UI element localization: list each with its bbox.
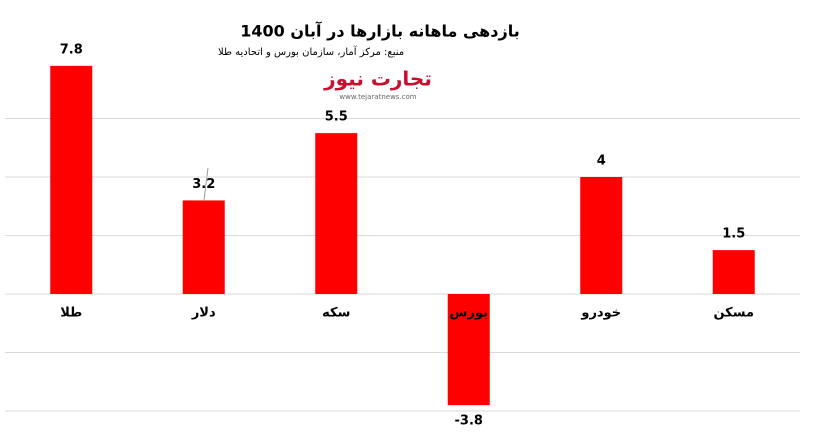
x-tick-label: طلا [60, 306, 82, 321]
source-note: منبع: مرکز آمار، سازمان بورس و اتحادیه ط… [218, 45, 404, 58]
value-label: 5.5 [325, 110, 348, 125]
value-label: 3.2 [192, 177, 215, 192]
value-label: 4 [597, 154, 606, 169]
leader-line [203, 167, 209, 201]
value-label: 7.8 [60, 42, 83, 57]
x-tick-label: مسکن [713, 306, 754, 321]
x-tick-label: بورس [450, 306, 488, 321]
chart-title: بازدهی ماهانه بازارها در آبان 1400 [240, 21, 519, 41]
logo-name: تجارت نیوز [323, 67, 432, 91]
value-label: -3.8 [455, 414, 483, 429]
bar [315, 133, 358, 294]
logo-url: www.tejaratnews.com [339, 93, 416, 101]
bar [182, 200, 225, 294]
x-tick-label: دلار [191, 306, 216, 321]
bar [712, 250, 755, 294]
x-tick-label: سکه [322, 306, 350, 321]
bar [50, 65, 93, 294]
x-tick-label: خودرو [580, 306, 621, 321]
bar [580, 177, 623, 294]
value-label: 1.5 [722, 227, 745, 242]
bar [447, 294, 490, 406]
